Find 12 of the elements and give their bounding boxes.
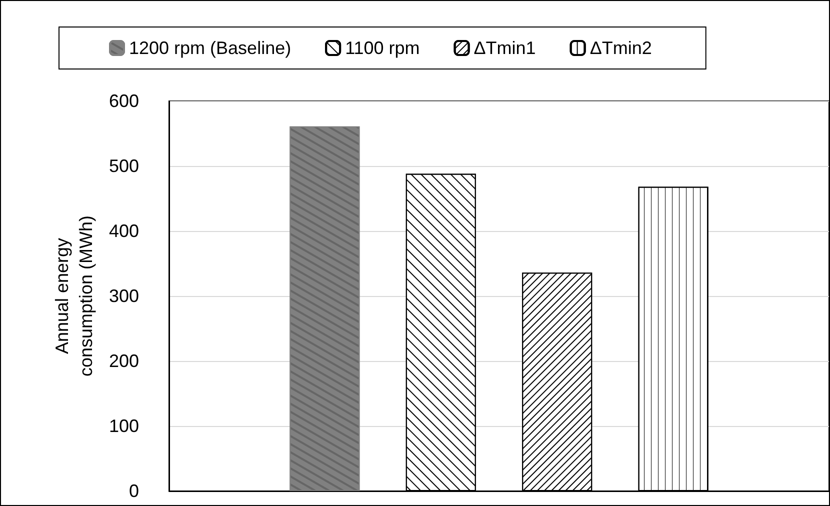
y-tick-label: 300	[108, 286, 139, 306]
legend-label: 1100 rpm	[345, 38, 420, 58]
y-tick-label: 500	[108, 156, 139, 176]
y-axis-title: Annual energy consumption (MWh)	[52, 215, 96, 377]
y-tick-label: 600	[108, 91, 139, 111]
legend-label: ΔTmin1	[474, 38, 536, 58]
y-tick-label: 200	[108, 351, 139, 371]
y-tick-label: 0	[128, 481, 139, 501]
legend-label: ΔTmin2	[590, 38, 652, 58]
y-tick-label: 400	[108, 221, 139, 241]
legend-label: 1200 rpm (Baseline)	[129, 38, 292, 58]
y-tick-label: 100	[108, 416, 139, 436]
